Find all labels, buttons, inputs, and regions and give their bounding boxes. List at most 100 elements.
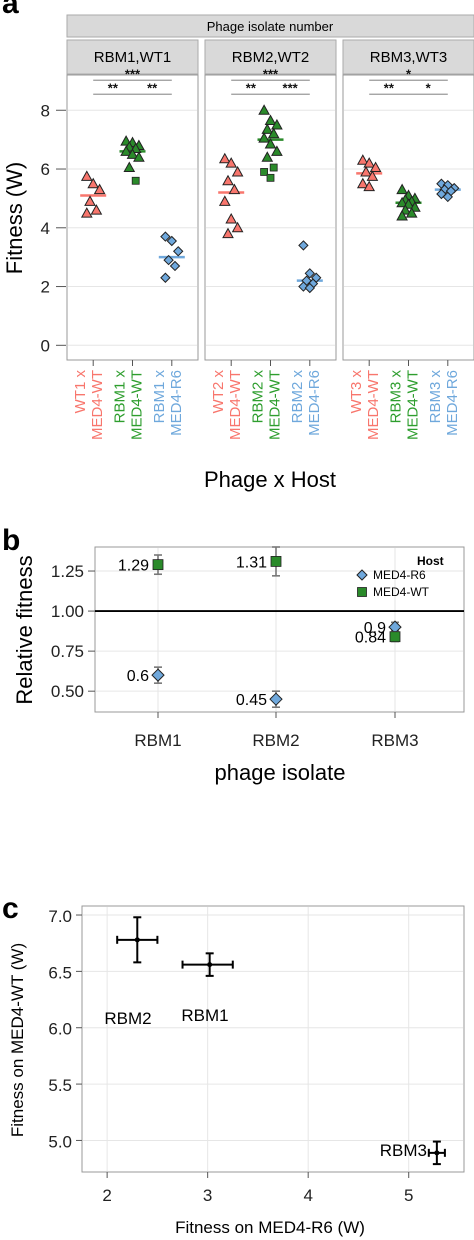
panel-a-x-category-line1: WT3 x	[348, 370, 365, 414]
panel-a-x-category-line1: WT2 x	[210, 370, 227, 414]
panel-a-x-category-line1: RBM1 x	[112, 370, 129, 424]
panel-a-data-point	[120, 145, 132, 156]
panel-a-data-point	[87, 177, 100, 189]
panel-c-x-tick-label: 4	[303, 1186, 312, 1205]
panel-a-data-point	[442, 191, 454, 203]
panel-a-data-point	[123, 161, 136, 173]
panel-a-y-axis-title: Fitness (W)	[2, 162, 27, 274]
panel-b-legend-label: MED4-R6	[373, 568, 426, 582]
panel-c-data-point	[434, 1150, 440, 1156]
panel-a-data-point	[360, 165, 372, 177]
panel-a-data-point	[260, 168, 269, 176]
panel-a-data-point	[366, 170, 379, 181]
panel-a-data-point	[218, 152, 231, 164]
panel-a-data-point	[172, 246, 184, 257]
panel-a-data-point	[264, 114, 277, 126]
panel-b-x-tick-label: RBM3	[371, 731, 418, 750]
panel-a-data-point	[222, 227, 234, 239]
panel-a-data-point	[166, 235, 178, 247]
panel-a-facet-label: RBM1,WT1	[94, 49, 172, 66]
panel-a-data-point	[271, 118, 283, 130]
panel-a-x-category-line2: MED4-R6	[168, 370, 185, 436]
panel-a-data-point	[231, 221, 244, 233]
panel-a-data-point	[405, 207, 418, 218]
panel-a-data-point	[271, 145, 283, 156]
panel-b-y-tick-label: 1.25	[51, 562, 84, 581]
panel-c-y-tick-label: 5.5	[48, 1076, 72, 1095]
panel-c-point-label: RBM3	[380, 1141, 427, 1160]
panel-a-y-tick-label: 4	[41, 219, 50, 238]
panel-a-significance-label: ***	[125, 66, 141, 81]
panel-a-significance-label: *	[426, 80, 432, 95]
panel-a-x-category-line2: MED4-WT	[129, 370, 146, 440]
panel-c-point-label: RBM1	[181, 1006, 228, 1025]
panel-a-data-point	[163, 254, 174, 266]
panel-a-data-point	[264, 138, 277, 149]
panel-a-data-point	[160, 272, 171, 283]
panel-b-x-tick-label: RBM1	[134, 731, 181, 750]
panel-a-data-point	[258, 132, 270, 143]
panel-c-y-tick-label: 5.0	[48, 1132, 72, 1151]
panel-a-x-category-line2: MED4-WT	[227, 370, 244, 440]
panel-b-data-point	[270, 556, 282, 567]
panel-a-data-point	[363, 157, 376, 168]
panel-c-plot-area	[81, 905, 465, 1173]
panel-a-significance-label: **	[147, 80, 158, 95]
panel-c-point-label: RBM2	[104, 1009, 151, 1028]
panel-a-data-point	[261, 151, 274, 162]
panel-b-y-tick-label: 0.75	[51, 642, 84, 661]
panel-b-data-label: 0.84	[355, 630, 386, 647]
panel-a-x-category-line1: RBM3 x	[427, 370, 444, 424]
panel-a-data-point	[228, 183, 241, 195]
panel-b-legend-key	[356, 569, 368, 581]
panel-b-y-tick-label: 0.50	[51, 682, 84, 701]
panel-b-x-tick-label: RBM2	[252, 731, 299, 750]
panel-a-significance-label: *	[406, 66, 412, 81]
panel-b-legend-title: Host	[417, 554, 444, 568]
panel-a-data-point	[80, 207, 93, 218]
panel-b-legend-label: MED4-WT	[373, 585, 430, 599]
panel-a-data-point	[369, 161, 382, 173]
panel-b-data-point	[152, 559, 164, 571]
panel-b-data-label: 1.31	[236, 554, 267, 571]
panel-a-facet-strip	[204, 39, 337, 75]
panel-a-data-point	[80, 170, 93, 181]
panel-a-x-category-line2: MED4-R6	[444, 370, 461, 436]
panel-a-data-point	[218, 195, 231, 206]
panel-c-y-tick-label: 6.0	[48, 1020, 72, 1039]
panel-c-fitness-scatter: 5.0 5.5 6.0 6.5 7.0 2 3 4 5 Fitness on MED4-WT (W…	[8, 905, 465, 1237]
panel-a-x-category-line2: MED4-R6	[306, 370, 323, 436]
panel-a-significance-label: **	[246, 80, 257, 95]
panel-a-x-category-line1: WT1 x	[72, 370, 89, 414]
panel-a-y-tick-label: 8	[41, 101, 50, 120]
panel-a-data-point	[258, 104, 270, 115]
panel-c-y-tick-label: 6.5	[48, 963, 72, 982]
panel-a-data-point	[222, 174, 234, 186]
panel-a-data-point	[169, 260, 181, 272]
panel-a-x-category-line1: RBM1 x	[151, 370, 168, 424]
panel-a-fitness-chart: Fitness (W) 0 2 4 6 8 Phage isolate number RBM1…	[2, 14, 474, 492]
panel-a-facet-label: RBM3,WT3	[370, 49, 448, 66]
panel-a-data-point	[396, 210, 408, 221]
panel-a-facet-strip	[342, 39, 474, 75]
panel-a-x-axis-title: Phage x Host	[204, 467, 336, 492]
panel-b-data-label: 1.29	[118, 558, 149, 575]
panel-a-data-point	[126, 148, 139, 159]
panel-a-data-point	[160, 231, 171, 242]
panel-a-x-category-line2: MED4-WT	[365, 370, 382, 440]
panel-a-data-point	[93, 183, 106, 195]
panel-b-y-tick-label: 1.00	[51, 602, 84, 621]
panel-a-x-category-line1: RBM2 x	[250, 370, 267, 424]
panel-a-data-point	[356, 154, 369, 165]
panel-b-data-label: 0.6	[127, 668, 149, 685]
panel-a-letter: a	[2, 0, 19, 20]
panel-b-x-axis-title: phage isolate	[215, 760, 346, 785]
panel-a-data-point	[133, 151, 145, 162]
panel-b-data-label: 0.9	[364, 620, 386, 637]
panel-c-x-axis-title: Fitness on MED4-R6 (W)	[175, 1218, 365, 1237]
panel-a-outer-strip-label: Phage isolate number	[207, 19, 334, 34]
panel-b-data-point	[389, 631, 401, 643]
panel-a-x-category-line1: RBM3 x	[388, 370, 405, 424]
panel-a-significance-label: ***	[283, 80, 299, 95]
panel-a-data-point	[267, 127, 280, 139]
